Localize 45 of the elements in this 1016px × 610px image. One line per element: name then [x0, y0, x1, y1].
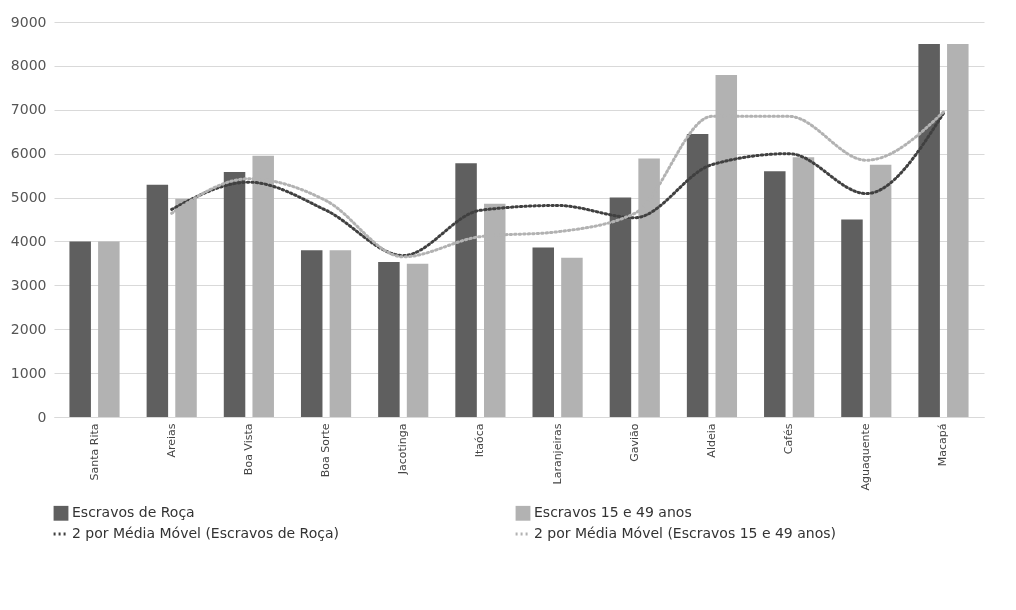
bar [378, 262, 400, 417]
x-tick-label: Aguaquente [859, 423, 873, 491]
x-tick-label: Jacotinga [396, 423, 410, 476]
bar [532, 247, 555, 417]
x-tick-label: Santa Rita [87, 423, 101, 481]
x-tick-label: Cafés [782, 423, 796, 455]
bar [918, 43, 940, 417]
y-tick-label: 9000 [10, 13, 47, 30]
bar [686, 133, 709, 417]
y-tick-label: 1000 [10, 364, 47, 381]
y-tick-label: 3000 [10, 276, 47, 293]
bar [69, 241, 91, 417]
bar [561, 257, 583, 417]
bar [947, 43, 969, 417]
bar [869, 164, 892, 417]
bar [98, 241, 120, 417]
bar [329, 250, 352, 417]
legend-label: 2 por Média Móvel (Escravos 15 e 49 anos) [534, 525, 836, 541]
bar [792, 157, 815, 417]
bar [455, 163, 477, 417]
bar [406, 263, 429, 417]
x-tick-label: Laranjeiras [550, 423, 564, 485]
y-tick-label: 4000 [10, 232, 47, 249]
y-tick-label: 7000 [10, 101, 47, 118]
bar [764, 171, 786, 417]
y-tick-label: 6000 [10, 145, 47, 162]
x-tick-label: Boa Sorte [319, 423, 333, 478]
legend-label: Escravos de Roça [72, 504, 195, 521]
x-tick-label: Aldeia [704, 423, 718, 458]
bar [841, 219, 863, 417]
y-tick-label: 8000 [10, 57, 47, 74]
y-tick-label: 2000 [10, 320, 47, 337]
x-tick-label: Macapá [936, 423, 950, 467]
bar [300, 250, 323, 417]
bar [609, 197, 632, 417]
y-tick-label: 0 [37, 408, 47, 425]
x-tick-label: Gavião [627, 423, 641, 462]
legend-label: Escravos 15 e 49 anos [534, 504, 692, 521]
x-tick-label: Itaóca [473, 423, 487, 458]
y-tick-label: 5000 [10, 189, 47, 206]
bar [146, 184, 169, 417]
legend-label: 2 por Média Móvel (Escravos de Roça) [72, 525, 339, 541]
x-tick-label: Areias [164, 423, 178, 458]
bar [223, 172, 246, 417]
x-tick-label: Boa Vista [241, 423, 255, 476]
